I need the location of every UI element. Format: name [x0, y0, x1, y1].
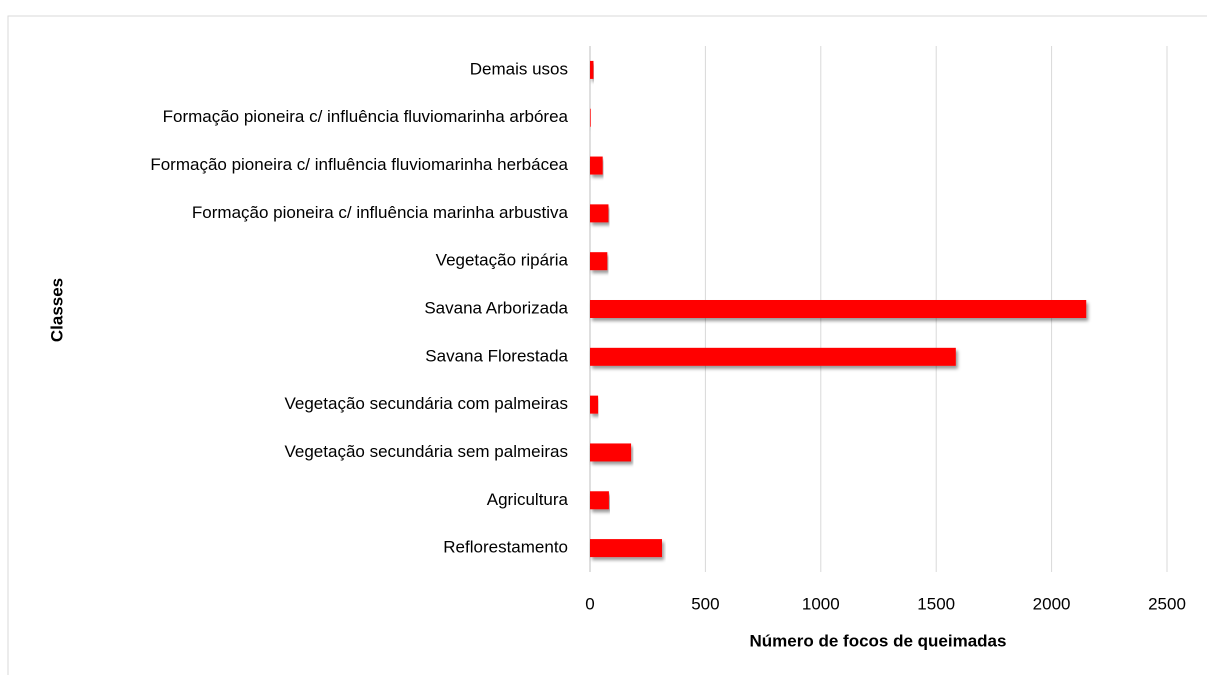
bar	[590, 60, 594, 79]
y-tick-label: Formação pioneira c/ influência marinha …	[192, 203, 569, 222]
bar	[590, 108, 591, 127]
y-tick-label: Vegetação secundária sem palmeiras	[285, 442, 569, 461]
bar	[590, 395, 599, 414]
y-tick-label: Demais usos	[470, 59, 568, 78]
y-tick-label: Agricultura	[487, 490, 569, 509]
bar	[590, 491, 609, 510]
y-tick-label: Formação pioneira c/ influência fluvioma…	[163, 107, 569, 126]
y-tick-label: Vegetação ripária	[436, 251, 569, 270]
y-tick-label: Vegetação secundária com palmeiras	[285, 394, 569, 413]
x-tick-label: 500	[691, 594, 719, 613]
x-tick-label: 1000	[802, 594, 840, 613]
x-tick-label: 2500	[1148, 594, 1186, 613]
x-tick-label: 1500	[917, 594, 955, 613]
bar	[590, 539, 663, 558]
y-tick-label: Reflorestamento	[443, 538, 568, 557]
y-tick-label: Formação pioneira c/ influência fluvioma…	[150, 155, 568, 174]
bar	[590, 347, 956, 366]
y-axis-label: Classes	[47, 278, 66, 342]
chart-frame	[7, 15, 1207, 675]
y-tick-label: Savana Arborizada	[424, 298, 568, 317]
x-tick-label: 0	[585, 594, 594, 613]
y-tick-label: Savana Florestada	[425, 346, 568, 365]
bar	[590, 443, 632, 462]
x-axis-label: Número de focos de queimadas	[750, 631, 1007, 650]
bar	[590, 252, 608, 271]
bar	[590, 156, 603, 175]
x-tick-label: 2000	[1033, 594, 1071, 613]
bar	[590, 300, 1087, 318]
bar	[590, 204, 609, 223]
